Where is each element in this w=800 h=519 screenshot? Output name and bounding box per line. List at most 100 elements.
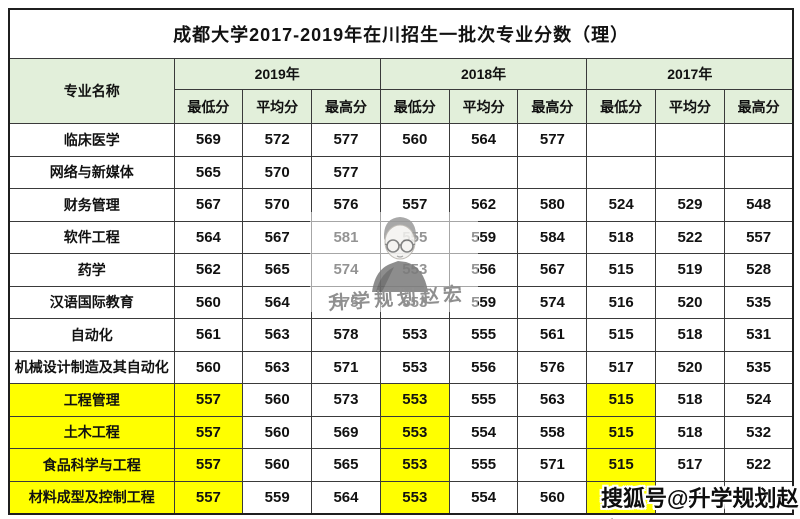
score-cell: 520 [655,350,725,384]
score-cell: 567 [173,188,244,222]
score-cell: 574 [517,285,588,319]
score-cell: 564 [173,220,244,254]
major-cell: 材料成型及控制工程 [8,480,175,514]
score-cell: 553 [379,285,450,319]
score-cell: 571 [517,448,588,482]
score-cell: 557 [173,448,244,482]
score-cell: 524 [723,383,794,417]
score-cell [586,123,657,157]
major-cell: 工程管理 [8,383,175,417]
table-row: 软件工程 564 567 581 555 559 584 518 522 557 [8,220,794,254]
score-cell: 577 [311,155,381,189]
table-row: 食品科学与工程 557 560 565 553 555 571 515 517 522 [8,448,794,482]
score-cell: 553 [379,415,450,449]
score-cell: 535 [723,285,794,319]
table-row: 自动化 561 563 578 553 555 561 515 518 531 [8,318,794,352]
major-cell: 软件工程 [8,220,175,254]
score-cell [655,155,725,189]
score-cell: 560 [173,350,244,384]
score-cell: 518 [655,415,725,449]
sub-header-min-2017: 最低分 [586,89,657,124]
score-cell: 570 [242,155,313,189]
score-cell: 575 [311,285,381,319]
score-cell: 553 [379,253,450,287]
sub-header-min-2019: 最低分 [173,89,244,124]
score-cell: 577 [311,123,381,157]
score-cell: 555 [379,220,450,254]
score-cell: 581 [311,220,381,254]
year-header-2019: 2019年 [173,58,381,90]
score-cell [517,155,588,189]
major-cell: 食品科学与工程 [8,448,175,482]
score-cell: 560 [173,285,244,319]
major-cell: 土木工程 [8,415,175,449]
score-cell: 515 [586,253,657,287]
score-cell: 571 [311,350,381,384]
table-row: 工程管理 557 560 573 553 555 563 515 518 524 [8,383,794,417]
score-cell [586,155,657,189]
score-cell: 559 [242,480,313,514]
score-cell: 515 [586,318,657,352]
score-cell: 564 [242,285,313,319]
score-cell: 563 [242,318,313,352]
score-cell [723,123,794,157]
score-cell: 522 [723,448,794,482]
sub-header-max-2018: 最高分 [517,89,588,124]
score-cell: 558 [517,415,588,449]
table-row: 网络与新媒体 565 570 577 [8,155,794,189]
score-cell: 560 [242,415,313,449]
score-cell: 554 [448,415,519,449]
score-cell: 563 [242,350,313,384]
score-cell: 553 [379,318,450,352]
sub-header-avg-2018: 平均分 [448,89,519,124]
major-cell: 临床医学 [8,123,175,157]
score-cell: 535 [723,350,794,384]
score-cell: 574 [311,253,381,287]
score-cell [723,155,794,189]
major-cell: 网络与新媒体 [8,155,175,189]
score-cell [448,155,519,189]
score-cell: 572 [242,123,313,157]
score-cell: 553 [379,350,450,384]
score-cell: 555 [448,448,519,482]
major-cell: 机械设计制造及其自动化 [8,350,175,384]
score-cell: 518 [655,318,725,352]
score-cell: 562 [173,253,244,287]
score-cell: 555 [448,318,519,352]
score-cell: 557 [379,188,450,222]
score-cell: 554 [448,480,519,514]
score-cell: 584 [517,220,588,254]
score-cell: 557 [173,415,244,449]
score-cell: 576 [311,188,381,222]
score-cell: 560 [242,383,313,417]
score-cell: 576 [517,350,588,384]
col-header-major: 专业名称 [8,58,175,124]
score-cell: 561 [517,318,588,352]
score-cell: 517 [655,448,725,482]
score-cell: 565 [311,448,381,482]
score-cell: 564 [311,480,381,514]
score-cell: 515 [586,383,657,417]
score-cell: 517 [586,350,657,384]
score-cell: 552 [723,480,794,514]
sub-header-max-2019: 最高分 [311,89,381,124]
score-cell: 580 [517,188,588,222]
score-cell: 519 [655,253,725,287]
sub-header-max-2017: 最高分 [723,89,794,124]
score-cell: 565 [173,155,244,189]
score-cell: 556 [448,253,519,287]
table-row: 财务管理 567 570 576 557 562 580 524 529 548 [8,188,794,222]
score-cell: 515 [586,480,657,514]
score-cell: 560 [379,123,450,157]
score-cell: 560 [242,448,313,482]
score-cell: 553 [379,448,450,482]
score-cell: 564 [448,123,519,157]
score-cell: 559 [448,220,519,254]
table-row: 汉语国际教育 560 564 575 553 559 574 516 520 535 [8,285,794,319]
score-cell: 553 [379,480,450,514]
score-cell: 529 [655,188,725,222]
score-cell [655,123,725,157]
score-cell: 515 [586,448,657,482]
score-cell: 528 [723,253,794,287]
score-cell: 548 [723,188,794,222]
